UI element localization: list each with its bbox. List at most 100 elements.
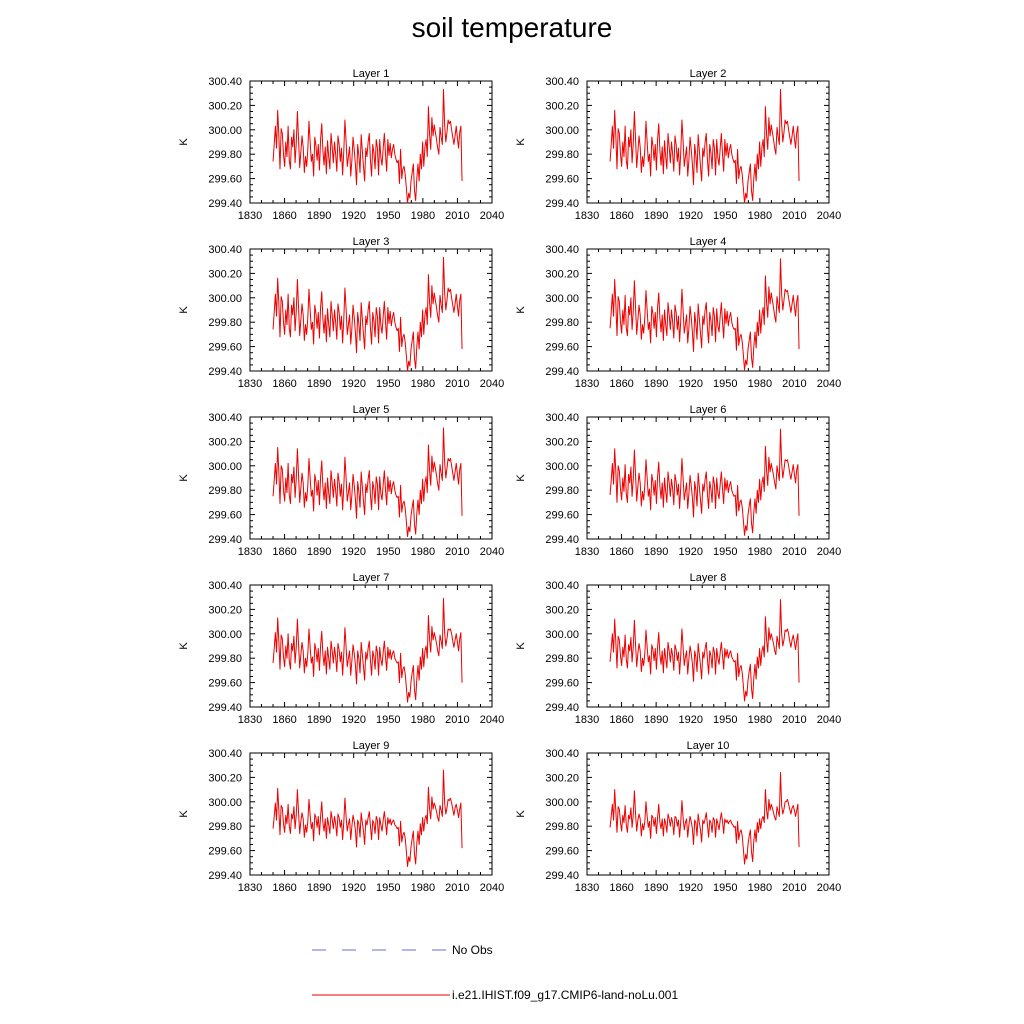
x-tick-label: 2040 bbox=[480, 378, 504, 390]
series-line bbox=[609, 428, 800, 536]
x-tick-label: 1980 bbox=[411, 210, 435, 222]
x-tick-label: 2010 bbox=[445, 546, 469, 558]
x-tick-label: 1860 bbox=[609, 378, 633, 390]
y-tick-label: 300.00 bbox=[208, 629, 242, 641]
series-line bbox=[609, 89, 800, 204]
series-line bbox=[609, 258, 800, 371]
x-tick-label: 2010 bbox=[782, 378, 806, 390]
y-axis-label: K bbox=[178, 810, 190, 818]
y-axis-label: K bbox=[515, 810, 527, 818]
x-tick-label: 1920 bbox=[341, 378, 365, 390]
plot-frame bbox=[586, 752, 830, 876]
y-tick-label: 299.80 bbox=[545, 149, 579, 161]
y-tick-label: 299.40 bbox=[545, 198, 579, 210]
y-tick-label: 300.00 bbox=[208, 293, 242, 305]
y-tick-label: 300.20 bbox=[545, 772, 579, 784]
x-tick-label: 1950 bbox=[713, 546, 737, 558]
y-axis-label: K bbox=[178, 642, 190, 650]
y-axis-label: K bbox=[515, 306, 527, 314]
panel-10: Layer 10 K 1830 1860 1890 1920 1950 1980 2010 204… bbox=[515, 740, 841, 894]
y-tick-label: 300.00 bbox=[545, 293, 579, 305]
y-tick-label: 300.00 bbox=[545, 125, 579, 137]
y-tick-label: 300.20 bbox=[208, 268, 242, 280]
panel-title: Layer 2 bbox=[690, 68, 727, 80]
x-tick-label: 2010 bbox=[782, 546, 806, 558]
x-tick-label: 1920 bbox=[341, 210, 365, 222]
x-tick-label: 1980 bbox=[748, 714, 772, 726]
x-tick-label: 2040 bbox=[817, 546, 841, 558]
panel-title: Layer 1 bbox=[353, 68, 390, 80]
x-tick-label: 1980 bbox=[411, 546, 435, 558]
y-tick-label: 299.80 bbox=[545, 485, 579, 497]
y-tick-label: 300.40 bbox=[545, 580, 579, 592]
x-tick-label: 1830 bbox=[238, 378, 262, 390]
y-tick-label: 299.80 bbox=[545, 821, 579, 833]
x-tick-label: 1950 bbox=[376, 714, 400, 726]
x-tick-label: 2010 bbox=[782, 714, 806, 726]
x-tick-label: 1890 bbox=[307, 714, 331, 726]
y-axis-label: K bbox=[178, 306, 190, 314]
x-tick-label: 1830 bbox=[575, 882, 599, 894]
y-tick-label: 299.40 bbox=[545, 702, 579, 714]
x-tick-label: 1950 bbox=[376, 378, 400, 390]
y-tick-label: 299.40 bbox=[208, 870, 242, 882]
x-tick-label: 1830 bbox=[575, 378, 599, 390]
legend-label-run: i.e21.IHIST.f09_g17.CMIP6-land-noLu.001 bbox=[452, 988, 678, 1002]
x-tick-label: 1890 bbox=[307, 378, 331, 390]
y-tick-label: 300.20 bbox=[208, 100, 242, 112]
panel-8: Layer 8 K 1830 1860 1890 1920 1950 1980 2010 2040… bbox=[515, 572, 841, 726]
y-tick-label: 300.40 bbox=[545, 244, 579, 256]
x-tick-label: 2010 bbox=[782, 210, 806, 222]
x-tick-label: 2010 bbox=[445, 714, 469, 726]
x-tick-label: 1890 bbox=[307, 546, 331, 558]
y-tick-label: 299.60 bbox=[208, 846, 242, 858]
series-line bbox=[272, 257, 463, 372]
y-tick-label: 300.40 bbox=[545, 748, 579, 760]
x-tick-label: 1890 bbox=[644, 882, 668, 894]
x-tick-label: 2010 bbox=[445, 210, 469, 222]
y-tick-label: 299.40 bbox=[545, 534, 579, 546]
y-tick-label: 299.40 bbox=[208, 534, 242, 546]
x-tick-label: 1950 bbox=[376, 882, 400, 894]
x-tick-label: 1920 bbox=[678, 210, 702, 222]
y-tick-label: 300.20 bbox=[208, 772, 242, 784]
y-tick-label: 299.60 bbox=[208, 174, 242, 186]
y-tick-label: 300.20 bbox=[545, 100, 579, 112]
x-tick-label: 1920 bbox=[678, 882, 702, 894]
x-tick-label: 2010 bbox=[445, 378, 469, 390]
series-line bbox=[609, 772, 800, 865]
x-tick-label: 1860 bbox=[609, 714, 633, 726]
x-tick-label: 1980 bbox=[411, 882, 435, 894]
y-tick-label: 300.00 bbox=[208, 125, 242, 137]
y-tick-label: 299.80 bbox=[545, 317, 579, 329]
panel-title: Layer 5 bbox=[353, 404, 390, 416]
panel-4: Layer 4 K 1830 1860 1890 1920 1950 1980 2010 2040… bbox=[515, 236, 841, 390]
y-axis-label: K bbox=[515, 474, 527, 482]
panel-3: Layer 3 K 1830 1860 1890 1920 1950 1980 2010 2040… bbox=[178, 236, 504, 390]
y-tick-label: 299.40 bbox=[208, 198, 242, 210]
x-tick-label: 1860 bbox=[609, 210, 633, 222]
y-tick-label: 299.80 bbox=[208, 653, 242, 665]
y-tick-label: 299.40 bbox=[208, 702, 242, 714]
panel-9: Layer 9 K 1830 1860 1890 1920 1950 1980 2010 2040… bbox=[178, 740, 504, 894]
x-tick-label: 1890 bbox=[644, 378, 668, 390]
y-tick-label: 300.40 bbox=[208, 580, 242, 592]
y-tick-label: 300.20 bbox=[545, 268, 579, 280]
x-tick-label: 2010 bbox=[445, 882, 469, 894]
series-line bbox=[272, 597, 463, 703]
x-tick-label: 1950 bbox=[713, 882, 737, 894]
panel-title: Layer 6 bbox=[690, 404, 727, 416]
x-tick-label: 1830 bbox=[575, 714, 599, 726]
x-tick-label: 1830 bbox=[238, 546, 262, 558]
y-tick-label: 300.40 bbox=[208, 412, 242, 424]
x-tick-label: 2040 bbox=[817, 210, 841, 222]
y-tick-label: 299.80 bbox=[545, 653, 579, 665]
x-tick-label: 1950 bbox=[713, 210, 737, 222]
x-tick-label: 1980 bbox=[748, 546, 772, 558]
y-tick-label: 299.60 bbox=[545, 678, 579, 690]
x-tick-label: 2040 bbox=[480, 882, 504, 894]
x-tick-label: 1980 bbox=[748, 378, 772, 390]
x-tick-label: 1980 bbox=[748, 210, 772, 222]
